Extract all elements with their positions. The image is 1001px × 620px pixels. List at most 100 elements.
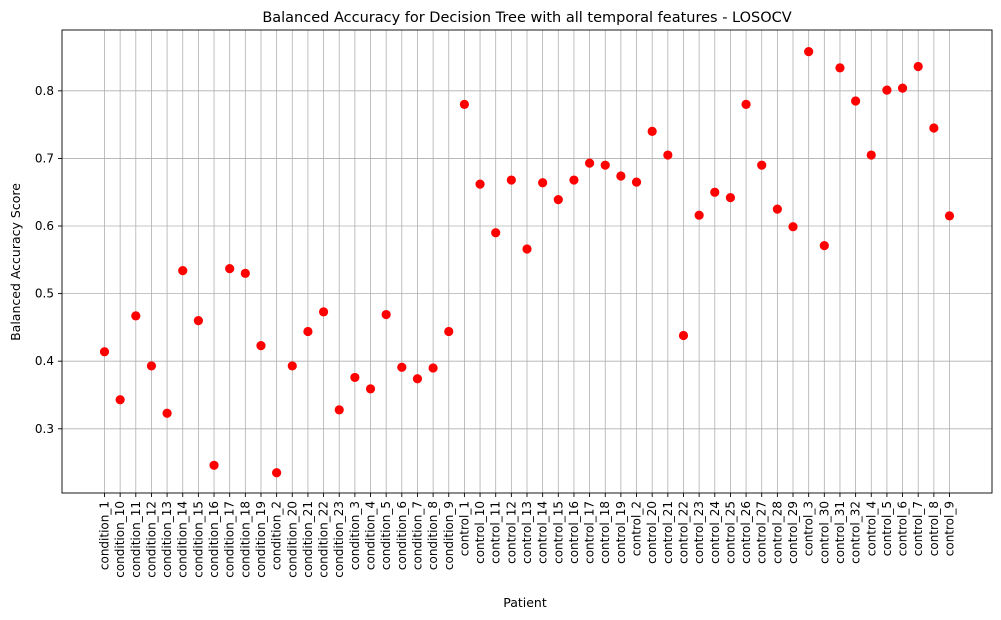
x-tick-label: condition_14: [176, 501, 190, 578]
x-tick-label: control_8: [927, 501, 941, 556]
x-tick-label: control_22: [676, 501, 690, 564]
x-tick-label: condition_16: [207, 501, 221, 578]
data-point: [350, 372, 360, 383]
grid-layer: [62, 30, 992, 493]
data-point: [647, 126, 657, 136]
x-tick-label: condition_13: [160, 501, 174, 578]
x-tick-label: condition_15: [191, 501, 205, 578]
data-point: [318, 307, 329, 317]
x-tick-label: control_31: [833, 501, 847, 564]
data-point: [115, 395, 125, 405]
data-point: [866, 150, 876, 160]
x-tick-label: condition_23: [332, 501, 346, 578]
data-point: [146, 361, 157, 371]
data-point: [788, 222, 798, 232]
data-point: [584, 158, 595, 168]
x-tick-label: control_28: [770, 501, 784, 564]
data-point: [553, 195, 563, 205]
data-point: [334, 405, 344, 415]
x-tick-label: control_9: [943, 501, 957, 556]
x-tick-label: control_3: [802, 501, 816, 556]
x-tick-label: control_4: [864, 501, 878, 556]
data-point: [538, 178, 548, 188]
data-point: [678, 330, 689, 341]
y-axis-label: Balanced Accuracy Score: [8, 183, 23, 341]
x-tick-label: control_7: [911, 501, 925, 556]
x-tick-label: control_18: [598, 501, 612, 564]
x-tick-label: condition_11: [129, 501, 143, 578]
data-point: [600, 160, 610, 170]
data-point: [741, 99, 751, 109]
data-point: [303, 326, 313, 337]
data-point: [491, 228, 501, 238]
data-point: [459, 99, 470, 109]
data-point: [757, 160, 767, 170]
x-tick-label: control_12: [504, 501, 518, 564]
x-tick-label: control_27: [755, 501, 769, 564]
y-tick-label: 0.4: [35, 354, 54, 368]
data-point: [99, 347, 110, 357]
x-tick-label: control_23: [692, 501, 706, 564]
data-point: [193, 316, 203, 326]
data-point: [694, 210, 704, 220]
data-point: [287, 361, 297, 371]
x-tick-label: condition_7: [410, 501, 424, 570]
data-point: [819, 241, 829, 251]
x-tick-label: condition_12: [144, 501, 158, 578]
data-point: [272, 468, 282, 478]
data-point: [616, 171, 626, 181]
y-tick-label: 0.8: [35, 84, 54, 98]
data-point: [162, 408, 172, 418]
x-tick-label: control_10: [473, 501, 487, 564]
data-point: [663, 150, 673, 160]
data-point: [835, 63, 845, 73]
x-tick-label: condition_22: [317, 501, 331, 578]
x-tick-label: condition_19: [254, 501, 268, 578]
axes-layer: condition_1 condition_10 condition_11 condi…: [35, 84, 957, 578]
data-point: [882, 85, 892, 95]
x-tick-label: control_25: [723, 501, 737, 564]
x-tick-label: condition_6: [395, 501, 409, 570]
x-tick-label: control_11: [489, 501, 503, 564]
x-tick-label: condition_3: [348, 501, 362, 570]
data-point: [428, 363, 438, 373]
x-tick-label: control_20: [645, 501, 659, 564]
x-tick-label: control_15: [551, 501, 565, 564]
x-tick-label: condition_9: [442, 501, 456, 570]
x-tick-label: condition_2: [270, 501, 284, 570]
data-point: [929, 123, 939, 133]
data-point: [506, 175, 516, 185]
points-layer: [99, 47, 955, 478]
x-tick-label: control_14: [536, 501, 550, 564]
x-tick-label: condition_17: [223, 501, 237, 578]
x-tick-label: condition_5: [379, 501, 393, 570]
data-point: [569, 175, 579, 185]
data-point: [804, 47, 814, 57]
data-point: [209, 460, 219, 470]
data-point: [240, 268, 250, 278]
data-point: [365, 384, 376, 394]
y-tick-label: 0.5: [35, 287, 54, 301]
x-tick-label: control_1: [457, 501, 471, 556]
x-tick-label: control_17: [583, 501, 597, 564]
data-point: [412, 374, 423, 384]
x-tick-label: control_29: [786, 501, 800, 564]
x-tick-label: control_21: [661, 501, 675, 564]
data-point: [944, 211, 955, 221]
y-tick-label: 0.6: [35, 219, 54, 233]
data-point: [725, 193, 736, 203]
data-point: [131, 311, 141, 321]
x-tick-label: control_2: [630, 501, 644, 556]
data-point: [522, 244, 532, 254]
y-tick-label: 0.3: [35, 422, 54, 436]
data-point: [178, 266, 188, 276]
x-tick-label: condition_20: [285, 501, 299, 578]
x-tick-label: condition_21: [301, 501, 315, 578]
x-tick-label: control_26: [739, 501, 753, 564]
data-point: [913, 61, 923, 72]
data-point: [381, 309, 391, 320]
x-tick-label: condition_8: [426, 501, 440, 570]
data-point: [710, 187, 720, 197]
x-tick-label: condition_4: [364, 501, 378, 570]
